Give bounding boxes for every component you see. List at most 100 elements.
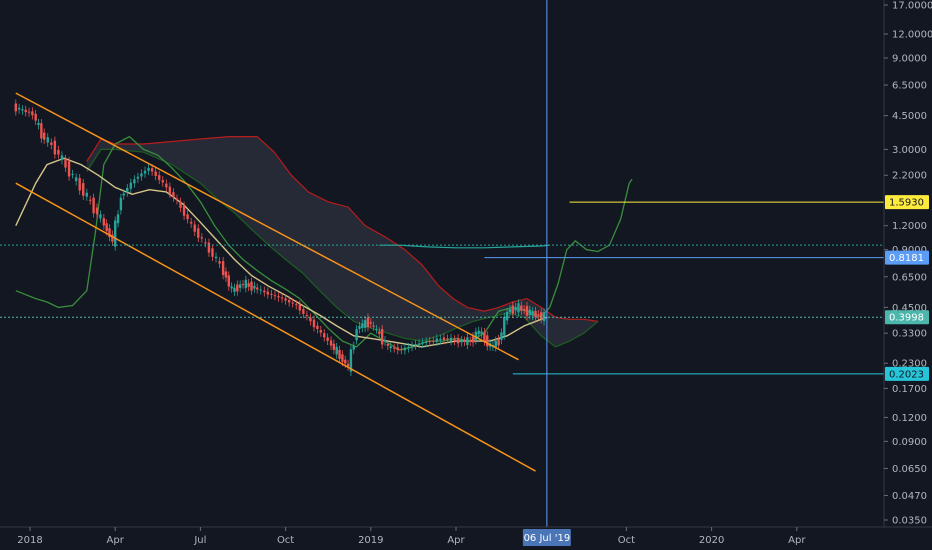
candle-body [531, 311, 534, 316]
candle-body [147, 167, 150, 171]
candle-body [250, 281, 253, 291]
candle-body [64, 158, 67, 168]
x-tick-label: Apr [788, 535, 806, 546]
candle-body [256, 287, 259, 290]
candle-body [500, 332, 503, 340]
candle-body [302, 309, 305, 314]
candle-body [193, 224, 196, 232]
candle-body [182, 205, 186, 216]
candle-body [494, 340, 497, 348]
candle-body [349, 349, 353, 372]
candle-body [366, 317, 370, 328]
candle-body [224, 271, 228, 278]
candle-body [363, 320, 367, 328]
candle-body [207, 242, 211, 253]
y-tick-label: 1.2000 [892, 221, 927, 232]
candle-body [486, 335, 489, 347]
y-tick-label: 3.0000 [892, 145, 927, 156]
candle-body [136, 176, 140, 179]
crosshair-date-badge [522, 529, 571, 546]
candle-body [140, 173, 143, 177]
candle-body [111, 234, 114, 242]
candle-body [453, 339, 456, 341]
x-tick-label: 2019 [358, 535, 383, 546]
y-tick-label: 0.0900 [892, 437, 927, 448]
candle-body [238, 284, 242, 288]
candle-body [291, 302, 294, 304]
candle-body [497, 338, 500, 346]
y-tick-label: 0.0470 [892, 491, 927, 502]
candle-body [361, 323, 364, 329]
candle-body [400, 349, 403, 351]
candle-body [528, 309, 532, 316]
candle-body [244, 279, 248, 289]
candle-body [46, 137, 49, 143]
candle-body [393, 347, 396, 349]
candle-body [446, 338, 449, 340]
candle-body [424, 341, 428, 343]
candle-body [236, 284, 239, 292]
candle-body [449, 337, 453, 342]
baseline-series [379, 244, 550, 249]
candle-body [74, 177, 78, 182]
candle-body [259, 289, 262, 291]
candle-body [102, 218, 106, 226]
y-tick-label: 0.3300 [892, 329, 927, 340]
candle-body [514, 307, 517, 311]
candle-body [197, 228, 200, 238]
y-tick-label: 0.0350 [892, 516, 927, 527]
candle-body [469, 340, 472, 342]
candle-body [466, 337, 469, 345]
candle-body [428, 341, 431, 343]
candle-body [480, 331, 483, 335]
price-levels [0, 201, 884, 375]
candle-body [474, 331, 478, 341]
candle-body [277, 296, 280, 298]
candle-body [40, 123, 43, 139]
y-tick-label: 9.0000 [892, 53, 927, 64]
candle-body [358, 325, 361, 329]
candle-body [143, 170, 147, 174]
price-badge-label: 0.3998 [889, 313, 924, 324]
candle-body [273, 295, 277, 297]
candle-body [253, 285, 256, 289]
candle-body [67, 161, 71, 177]
candle-body [165, 183, 168, 188]
candle-body [298, 304, 301, 311]
candle-body [186, 214, 189, 220]
candle-body [227, 275, 230, 287]
candle-body [233, 287, 236, 292]
candle-body [126, 187, 129, 193]
candle-body [369, 322, 372, 324]
candle-body [218, 261, 221, 264]
candle-body [332, 343, 336, 350]
candle-body [172, 192, 175, 198]
candle-body [442, 337, 446, 341]
candle-body [241, 284, 245, 286]
candle-body [344, 359, 347, 364]
candle-body [270, 293, 273, 295]
crosshair-date-label: 06 Jul '19 [524, 533, 571, 544]
y-axis[interactable]: 17.0000 12.0000 9.0000 6.5000 4.5000 3.0000 2.… [884, 1, 932, 527]
x-tick-label: Oct [277, 535, 294, 546]
candle-body [540, 312, 543, 320]
candle-body [154, 171, 157, 176]
candle-body [150, 168, 154, 172]
price-badge-label: 0.2023 [889, 369, 924, 380]
candle-body [175, 198, 179, 201]
x-axis[interactable]: 2018 Apr Jul Oct 2019 Apr Oct 2020 Apr [17, 527, 806, 546]
candle-body [471, 336, 475, 343]
candle-body [204, 242, 207, 244]
price-series [14, 99, 546, 376]
x-tick-label: Jul [193, 535, 206, 546]
candle-body [525, 306, 529, 316]
candle-body [37, 122, 40, 126]
y-tick-label: 0.1700 [892, 384, 927, 395]
candle-body [105, 223, 108, 232]
candle-body [383, 340, 387, 342]
candle-body [389, 346, 392, 349]
candle-body [78, 178, 81, 191]
candle-body [503, 316, 506, 336]
candle-body [414, 343, 417, 346]
